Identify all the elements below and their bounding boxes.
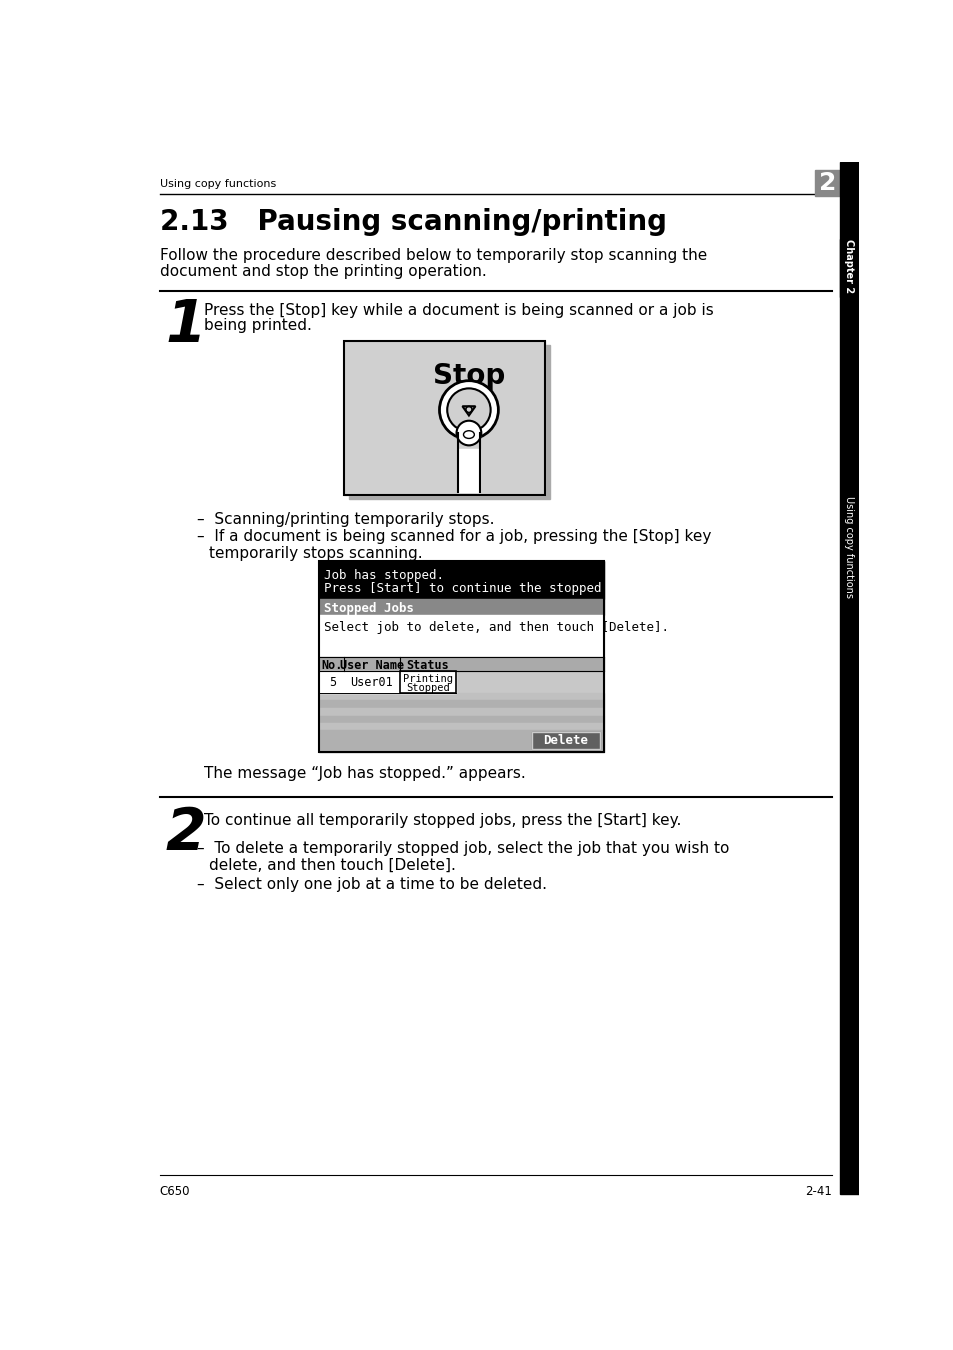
Text: Press [Start] to continue the stopped job.: Press [Start] to continue the stopped jo… [323, 582, 639, 595]
Bar [344, 340, 545, 494]
Text: Using copy functions: Using copy functions [843, 495, 853, 598]
Text: Stop: Stop [433, 362, 504, 390]
Text: Printing: Printing [402, 674, 453, 684]
Bar [319, 701, 604, 707]
Text: –  Select only one job at a time to be deleted.: – Select only one job at a time to be de… [196, 876, 546, 891]
Bar [399, 671, 456, 693]
Text: Press the [Stop] key while a document is being scanned or a job is: Press the [Stop] key while a document is… [204, 302, 714, 317]
Bar [319, 671, 454, 693]
Text: temporarily stops scanning.: temporarily stops scanning. [209, 547, 422, 562]
Circle shape [447, 389, 490, 432]
Bar [319, 716, 604, 724]
Text: 1: 1 [166, 297, 206, 354]
Text: Delete: Delete [542, 734, 588, 747]
Text: To continue all temporarily stopped jobs, press the [Start] key.: To continue all temporarily stopped jobs… [204, 813, 681, 828]
Text: 2.13   Pausing scanning/printing: 2.13 Pausing scanning/printing [159, 208, 666, 236]
Text: Stopped: Stopped [405, 683, 449, 693]
Text: Job has stopped.: Job has stopped. [323, 568, 443, 582]
Text: 2: 2 [818, 171, 836, 194]
Text: delete, and then touch [Delete].: delete, and then touch [Delete]. [209, 859, 456, 873]
Text: 5: 5 [329, 675, 335, 688]
Bar [319, 724, 604, 732]
Bar [840, 162, 858, 1193]
Text: 2-41: 2-41 [804, 1184, 831, 1197]
Text: –  To delete a temporarily stopped job, select the job that you wish to: – To delete a temporarily stopped job, s… [196, 841, 728, 856]
Bar [319, 599, 604, 614]
Bar [319, 560, 604, 752]
Text: being printed.: being printed. [204, 319, 312, 333]
Bar [815, 170, 840, 196]
Text: Using copy functions: Using copy functions [159, 178, 275, 189]
Text: The message “Job has stopped.” appears.: The message “Job has stopped.” appears. [204, 767, 526, 782]
Bar [531, 732, 599, 749]
Circle shape [456, 421, 481, 446]
Text: No.: No. [321, 659, 343, 672]
Text: document and stop the printing operation.: document and stop the printing operation… [159, 265, 486, 279]
Bar [344, 340, 545, 494]
Text: Stopped Jobs: Stopped Jobs [323, 602, 414, 616]
Text: Chapter 2: Chapter 2 [843, 239, 853, 293]
Bar [319, 560, 604, 599]
Bar [319, 560, 604, 752]
Circle shape [439, 381, 497, 439]
Bar [319, 693, 604, 701]
Bar [319, 614, 604, 657]
Text: Status: Status [406, 659, 449, 672]
Bar [348, 346, 550, 500]
Text: –  If a document is being scanned for a job, pressing the [Stop] key: – If a document is being scanned for a j… [196, 529, 710, 544]
Text: –  Scanning/printing temporarily stops.: – Scanning/printing temporarily stops. [196, 513, 494, 528]
Bar [840, 239, 858, 297]
Bar [457, 450, 479, 491]
Bar [319, 730, 604, 752]
Text: C650: C650 [159, 1184, 190, 1197]
Text: 2: 2 [166, 805, 206, 861]
Bar [531, 732, 599, 749]
Text: User01: User01 [350, 675, 393, 688]
Text: Follow the procedure described below to temporarily stop scanning the: Follow the procedure described below to … [159, 248, 706, 263]
Text: User Name: User Name [339, 659, 403, 672]
Bar [399, 671, 456, 693]
Bar [319, 707, 604, 716]
Bar [319, 657, 604, 671]
Text: Select job to delete, and then touch [Delete].: Select job to delete, and then touch [De… [323, 621, 668, 634]
